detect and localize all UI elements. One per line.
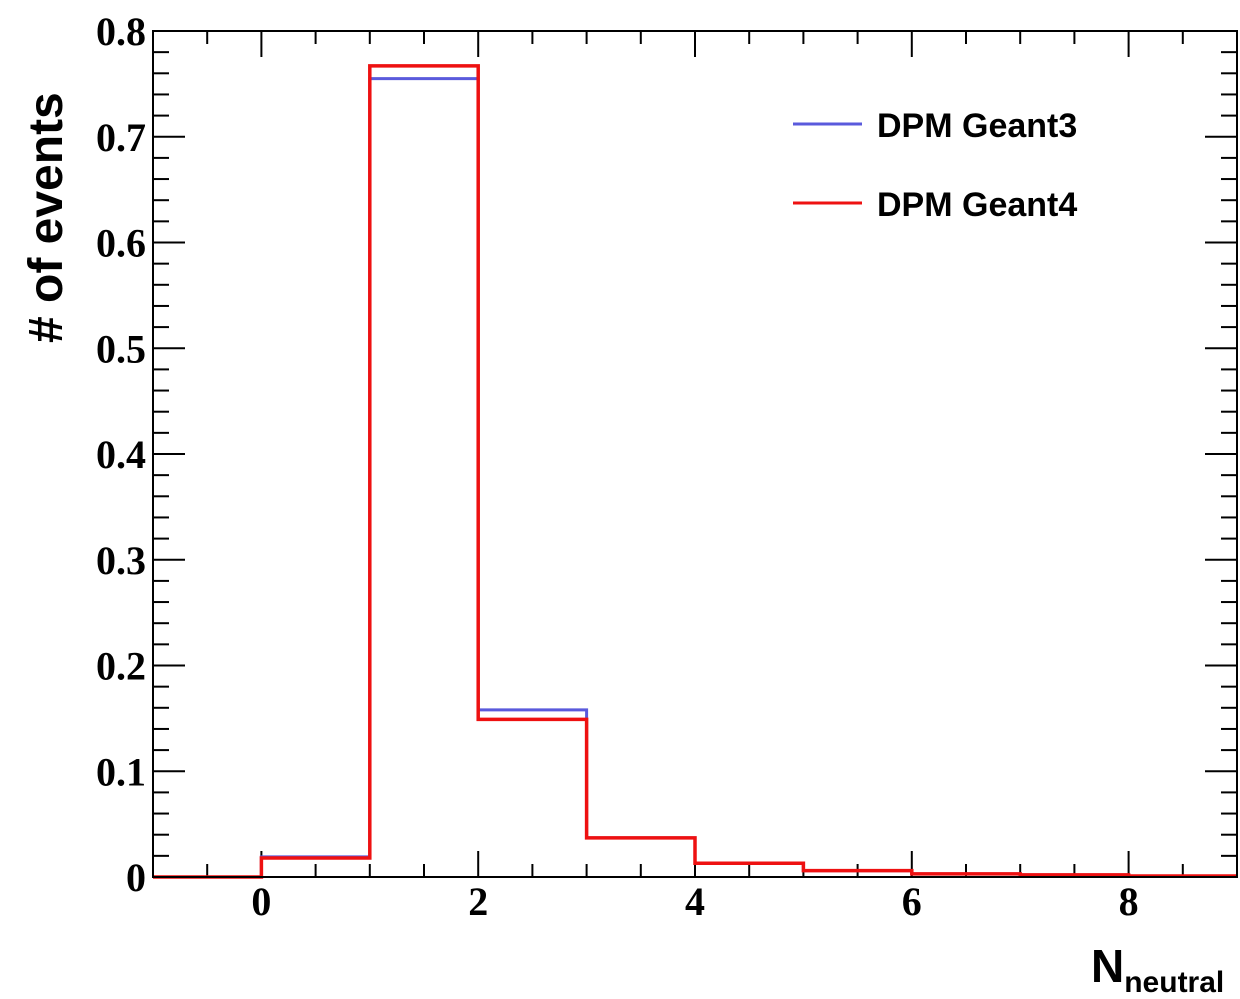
y-tick-label: 0.6 [96, 221, 146, 266]
series-layer [153, 64, 1237, 879]
x-axis-title: Nneutral [1091, 940, 1224, 999]
plot-frame [152, 30, 1238, 878]
x-axis-title-subscript: neutral [1124, 966, 1224, 999]
x-tick-label: 8 [1119, 879, 1139, 924]
axis-ticks [152, 30, 1238, 878]
tick-labels: 0 2 4 6 8 0 0.1 0.2 0.3 0.4 0.5 0.6 0.7 0.8 [96, 9, 1139, 924]
x-tick-label: 2 [468, 879, 488, 924]
y-axis-title: # of events [20, 92, 73, 343]
x-axis-title-main: N [1091, 940, 1124, 992]
series-line-dpm-geant4 [153, 64, 1237, 879]
y-tick-label: 0.1 [96, 749, 146, 794]
y-tick-label: 0.3 [96, 538, 146, 583]
x-tick-label: 4 [685, 879, 705, 924]
y-tick-label: 0.7 [96, 115, 146, 160]
x-tick-label: 6 [902, 879, 922, 924]
y-tick-label: 0 [126, 855, 146, 900]
legend-label-geant4: DPM Geant4 [877, 186, 1077, 224]
legend-label-geant3: DPM Geant3 [877, 107, 1077, 145]
x-tick-label: 0 [251, 879, 271, 924]
y-tick-label: 0.5 [96, 326, 146, 371]
y-tick-label: 0.8 [96, 9, 146, 54]
y-tick-label: 0.4 [96, 432, 146, 477]
y-tick-label: 0.2 [96, 644, 146, 689]
legend: DPM Geant3 DPM Geant4 [793, 107, 1077, 224]
